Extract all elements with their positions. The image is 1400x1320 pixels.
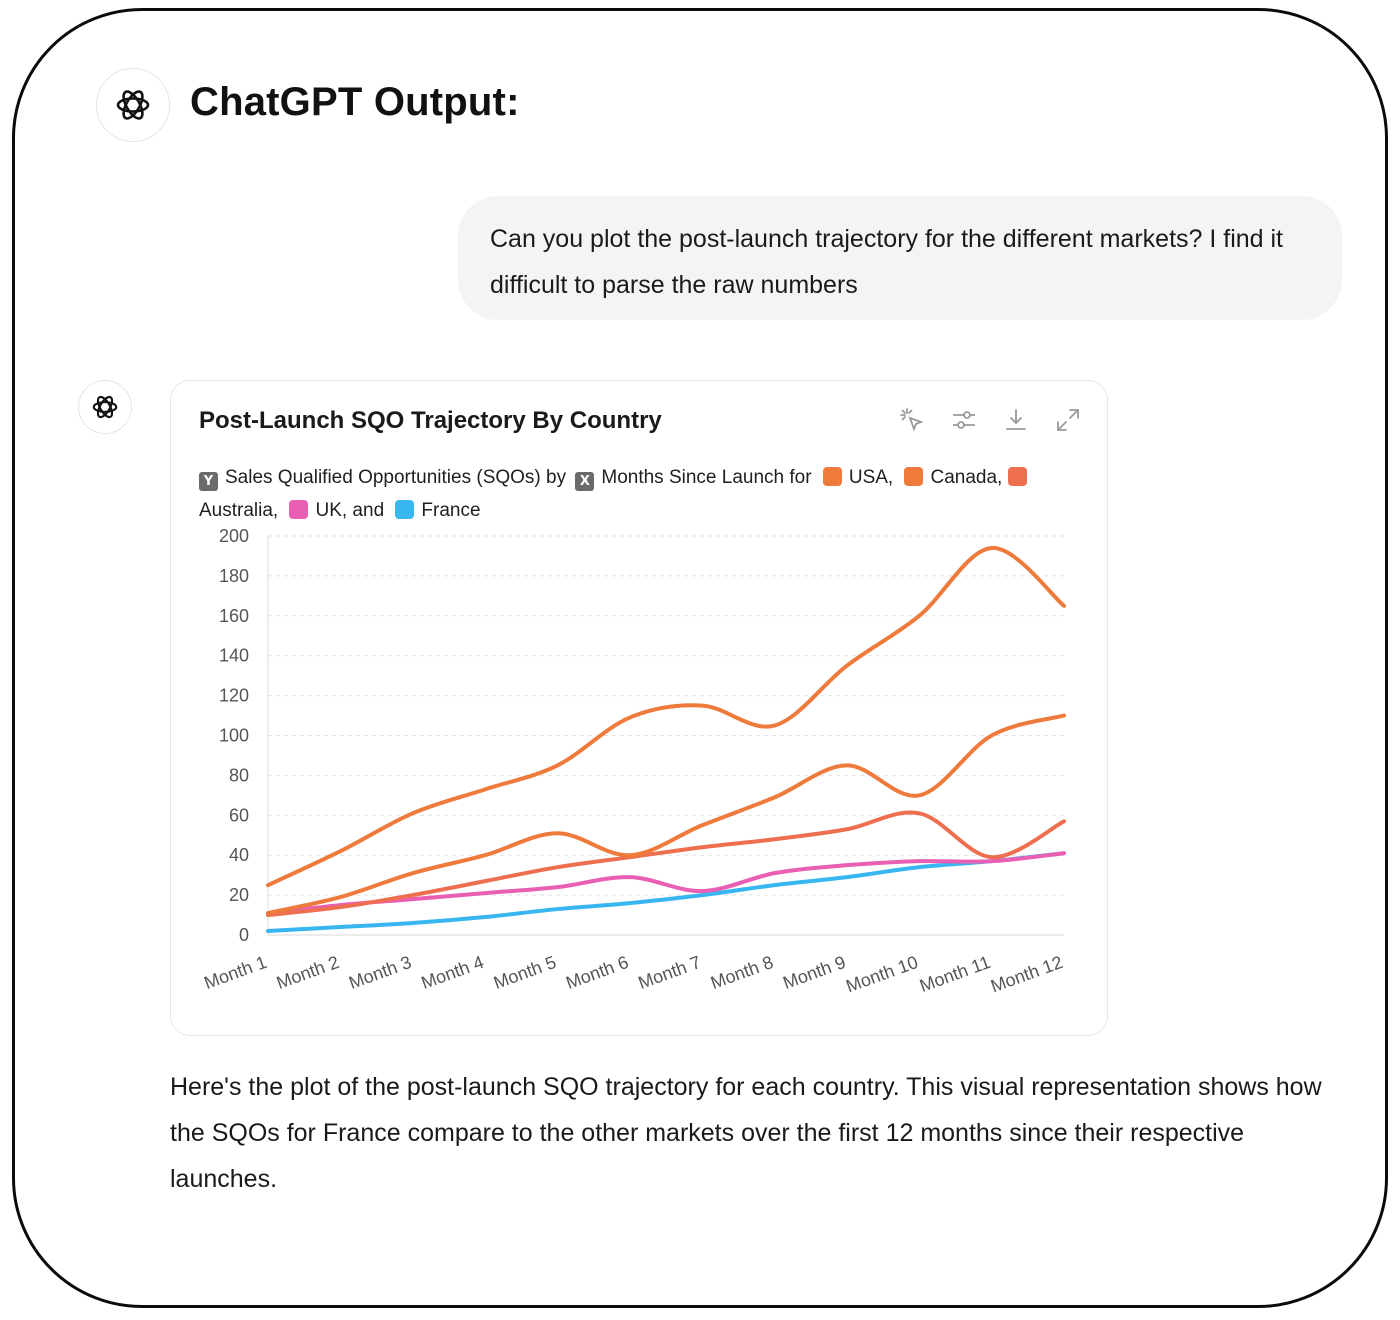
legend-swatch-uk bbox=[289, 500, 309, 519]
x-axis-tag: X bbox=[575, 472, 595, 491]
series-line-uk bbox=[266, 851, 1066, 916]
y-tick-label: 180 bbox=[219, 566, 249, 586]
y-tick-label: 160 bbox=[219, 606, 249, 626]
y-tick-label: 40 bbox=[229, 845, 249, 865]
x-tick-label: Month 1 bbox=[201, 952, 269, 993]
user-message: Can you plot the post-launch trajectory … bbox=[458, 196, 1342, 320]
expand-icon[interactable] bbox=[1055, 407, 1081, 433]
legend-label-canada: Canada, bbox=[930, 467, 1003, 488]
openai-logo-icon bbox=[96, 68, 170, 142]
download-icon[interactable] bbox=[1003, 407, 1029, 433]
x-tick-label: Month 3 bbox=[346, 952, 414, 993]
legend-swatch-france bbox=[395, 500, 415, 519]
y-tick-label: 60 bbox=[229, 805, 249, 825]
legend-swatch-australia bbox=[1007, 467, 1027, 486]
page-title: ChatGPT Output: bbox=[190, 80, 520, 124]
chart-legend: Y Sales Qualified Opportunities (SQOs) by… bbox=[199, 461, 1079, 527]
legend-label-usa: USA, bbox=[848, 467, 894, 488]
legend-label-uk: UK, and bbox=[315, 500, 385, 521]
legend-item-usa: USA, bbox=[817, 467, 893, 488]
y-tick-label: 80 bbox=[229, 765, 249, 785]
y-tick-label: 0 bbox=[239, 925, 249, 945]
legend-item-france: France bbox=[389, 500, 481, 521]
legend-item-canada: Canada, bbox=[898, 467, 1002, 488]
legend-label-australia: Australia, bbox=[199, 500, 279, 521]
y-tick-label: 200 bbox=[219, 526, 249, 546]
legend-swatch-canada bbox=[904, 467, 924, 486]
assistant-message: Here's the plot of the post-launch SQO t… bbox=[170, 1073, 1322, 1193]
x-tick-label: Month 7 bbox=[636, 952, 704, 993]
x-tick-label: Month 10 bbox=[843, 952, 920, 996]
x-tick-label: Month 8 bbox=[708, 952, 776, 993]
series-line-usa bbox=[266, 545, 1066, 888]
series-line-canada bbox=[266, 713, 1066, 916]
x-tick-label: Month 9 bbox=[780, 952, 848, 993]
series-line-australia bbox=[266, 810, 1066, 918]
chart-toolbar bbox=[899, 407, 1081, 433]
x-tick-label: Month 6 bbox=[563, 952, 631, 993]
legend-label-france: France bbox=[421, 500, 481, 521]
series-line-france bbox=[266, 851, 1066, 934]
select-icon[interactable] bbox=[899, 407, 925, 433]
chart-title: Post-Launch SQO Trajectory By Country bbox=[199, 407, 662, 434]
x-tick-label: Month 4 bbox=[418, 952, 486, 993]
assistant-avatar-icon bbox=[78, 380, 132, 434]
x-tick-label: Month 11 bbox=[917, 952, 993, 996]
filter-icon[interactable] bbox=[951, 407, 977, 433]
x-tick-label: Month 2 bbox=[274, 952, 342, 993]
y-axis-description: Sales Qualified Opportunities (SQOs) by bbox=[225, 467, 567, 488]
legend-swatch-usa bbox=[822, 467, 842, 486]
y-axis-tag: Y bbox=[199, 472, 218, 491]
y-tick-label: 120 bbox=[219, 686, 249, 706]
x-tick-label: Month 12 bbox=[988, 952, 1065, 996]
y-tick-label: 140 bbox=[219, 646, 249, 666]
y-tick-label: 100 bbox=[219, 726, 249, 746]
y-tick-label: 20 bbox=[229, 885, 249, 905]
legend-item-uk: UK, and bbox=[283, 500, 384, 521]
x-tick-label: Month 5 bbox=[491, 952, 559, 993]
legend-item-australia: Australia, bbox=[199, 467, 1034, 521]
x-axis-description: Months Since Launch for bbox=[601, 467, 812, 488]
